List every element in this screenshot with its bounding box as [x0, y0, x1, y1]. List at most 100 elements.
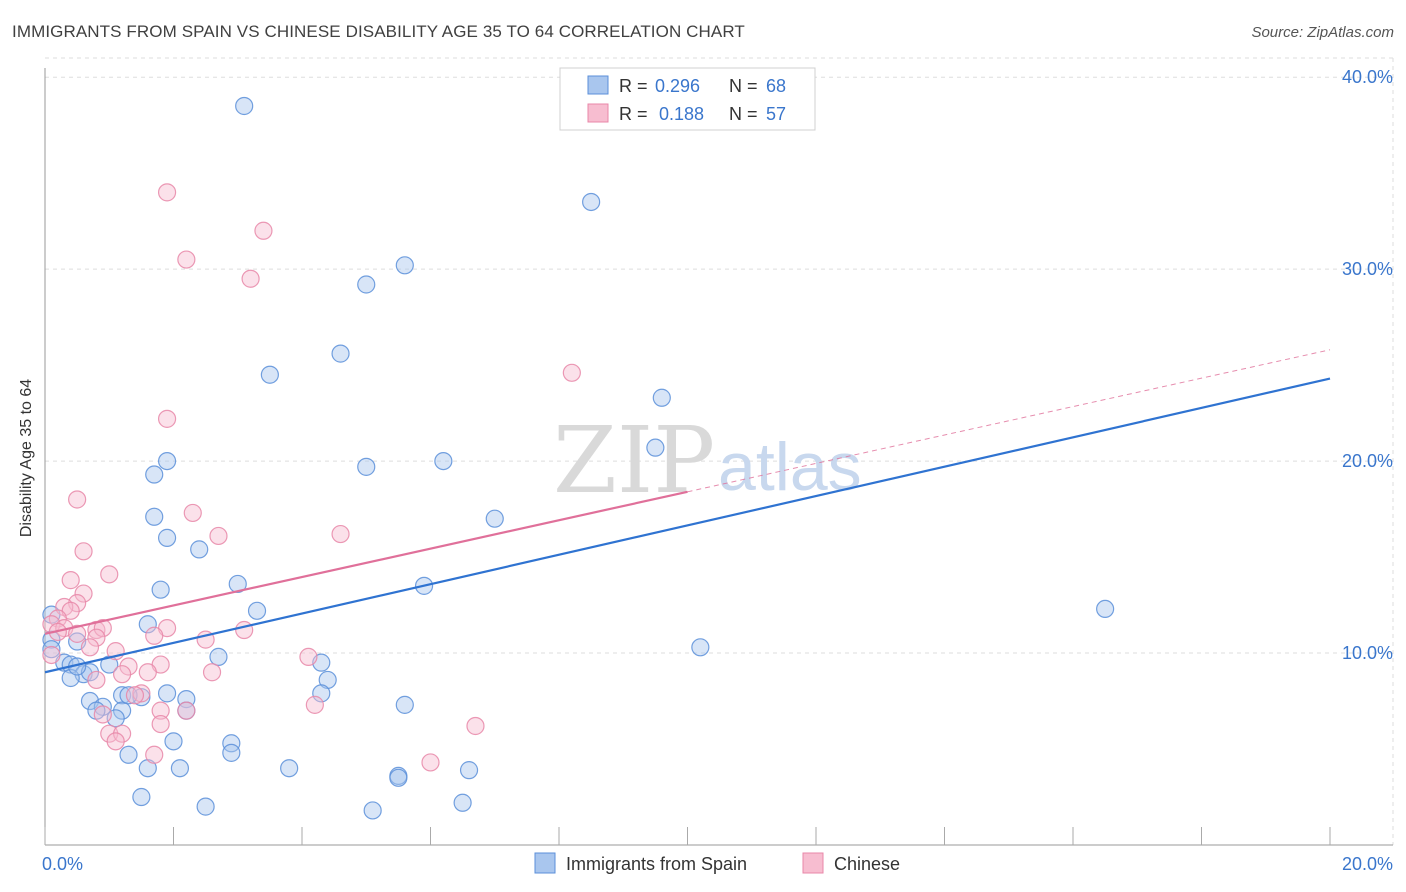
gridlines [45, 57, 1394, 845]
point-chinese [145, 745, 164, 764]
series-legend-label-chinese: Chinese [834, 854, 900, 874]
point-spain [196, 797, 215, 816]
trend-line-chinese-extension [687, 349, 1331, 493]
point-chinese [42, 645, 61, 665]
point-chinese [138, 663, 157, 682]
point-chinese [254, 221, 273, 240]
point-chinese [93, 705, 112, 724]
trend-lines [44, 349, 1331, 674]
point-chinese [106, 732, 125, 751]
point-spain [190, 540, 209, 559]
stats-n-value-blue: 68 [766, 76, 786, 96]
stats-legend: R = 0.296 N = 68 R = 0.188 N = 57 [559, 67, 816, 131]
point-spain [357, 457, 376, 476]
point-chinese [183, 503, 202, 523]
point-chinese [125, 686, 145, 705]
point-chinese [100, 565, 119, 584]
point-spain [209, 647, 228, 666]
point-spain [260, 365, 279, 384]
point-spain [453, 793, 472, 812]
point-spain [1096, 599, 1115, 619]
y-tick-label: 20.0% [1342, 451, 1393, 471]
point-spain [170, 759, 190, 778]
point-chinese [157, 409, 177, 428]
point-spain [222, 743, 241, 762]
point-spain [228, 574, 247, 594]
point-chinese [299, 647, 318, 666]
point-spain [485, 509, 504, 528]
point-chinese [177, 250, 196, 269]
point-spain [395, 256, 414, 275]
point-chinese [151, 714, 170, 734]
point-spain [280, 759, 299, 778]
point-spain [582, 192, 601, 212]
point-spain [312, 684, 331, 703]
x-tick-label: 20.0% [1342, 854, 1393, 874]
point-chinese [151, 701, 170, 720]
point-chinese [562, 363, 581, 382]
point-spain [459, 761, 479, 780]
data-points [42, 96, 1115, 820]
point-spain [434, 451, 453, 471]
watermark-zip: ZIP [553, 407, 715, 514]
stats-r-value-blue: 0.296 [655, 76, 700, 96]
point-chinese [466, 716, 485, 736]
point-chinese [331, 524, 350, 544]
point-spain [331, 344, 350, 363]
trend-line-chinese [44, 490, 688, 635]
point-chinese [74, 584, 93, 603]
point-spain [357, 275, 376, 294]
point-spain [222, 734, 241, 753]
point-spain [61, 668, 80, 688]
stats-legend-swatch-blue [587, 75, 609, 95]
stats-n-label-pink: N = [729, 104, 758, 124]
point-spain [389, 768, 408, 787]
point-chinese [421, 753, 440, 772]
axes [44, 68, 1393, 846]
point-spain [164, 732, 183, 751]
point-spain [235, 96, 254, 116]
point-chinese [112, 665, 132, 684]
point-spain [132, 787, 151, 807]
point-chinese [80, 638, 100, 657]
point-spain [395, 695, 414, 714]
stats-legend-swatch-pink [587, 103, 609, 123]
point-spain [112, 686, 132, 705]
point-spain [119, 745, 138, 764]
point-chinese [74, 542, 93, 561]
stats-r-label-pink: R = [619, 104, 648, 124]
point-spain [42, 640, 61, 659]
chart-title: IMMIGRANTS FROM SPAIN VS CHINESE DISABIL… [12, 22, 745, 41]
point-spain [145, 465, 164, 484]
point-spain [151, 580, 170, 599]
point-chinese [209, 526, 228, 546]
point-chinese [177, 701, 196, 720]
point-chinese [241, 269, 260, 288]
point-spain [157, 451, 177, 471]
series-legend: Immigrants from Spain Chinese [534, 852, 900, 874]
point-chinese [68, 624, 87, 643]
watermark-atlas: atlas [718, 429, 862, 505]
series-legend-swatch-spain [534, 852, 556, 874]
point-spain [363, 801, 382, 820]
point-chinese [87, 628, 106, 647]
tick-labels: 10.0% 20.0% 30.0% 40.0% 0.0% 20.0% [42, 67, 1393, 874]
point-chinese [93, 618, 112, 638]
point-chinese [202, 663, 222, 682]
point-chinese [68, 490, 87, 509]
x-tick-label: 0.0% [42, 854, 83, 874]
series-legend-swatch-chinese [802, 852, 824, 874]
y-tick-label: 30.0% [1342, 259, 1393, 279]
point-spain [138, 615, 157, 634]
point-spain [652, 388, 671, 407]
point-chinese [87, 670, 106, 690]
point-spain [157, 528, 177, 547]
stats-n-label-blue: N = [729, 76, 758, 96]
y-tick-label: 10.0% [1342, 643, 1393, 663]
point-spain [247, 601, 267, 620]
point-chinese [305, 695, 324, 714]
point-chinese [235, 620, 254, 640]
stats-r-label-blue: R = [619, 76, 648, 96]
series-legend-label-spain: Immigrants from Spain [566, 854, 747, 874]
point-chinese [61, 571, 80, 590]
